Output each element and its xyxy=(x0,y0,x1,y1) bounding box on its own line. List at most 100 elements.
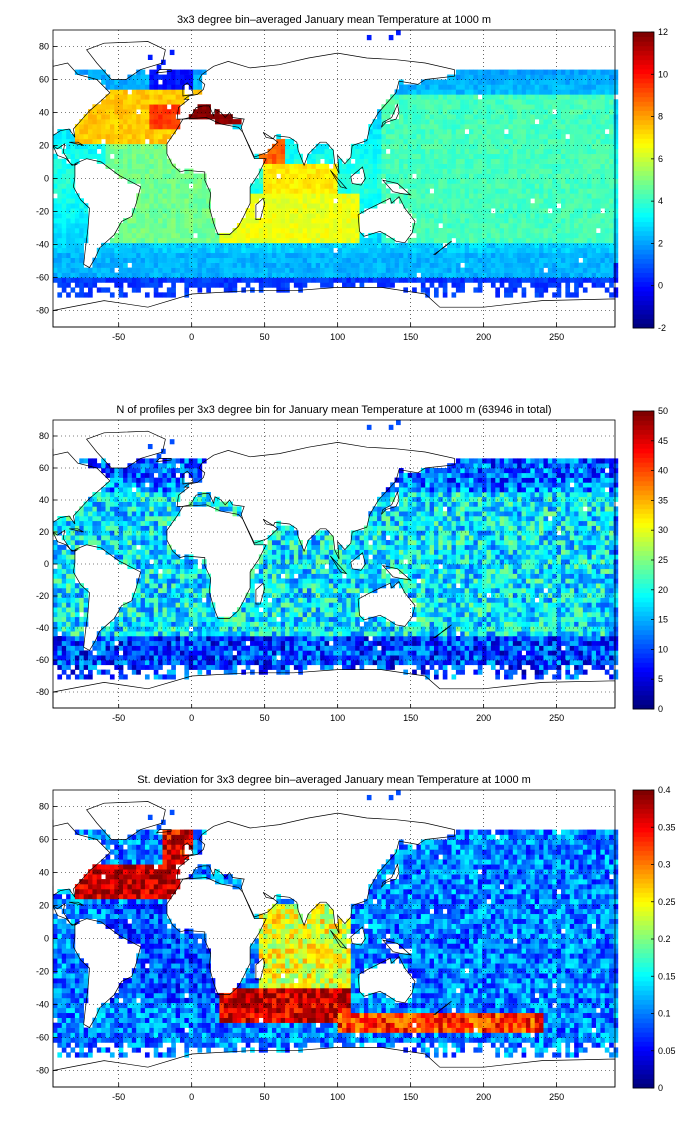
heatmap-cell xyxy=(355,262,360,268)
heatmap-cell xyxy=(407,178,413,184)
heatmap-cell xyxy=(83,597,89,603)
heatmap-cell xyxy=(193,208,198,214)
heatmap-cell xyxy=(574,198,579,204)
heatmap-cell xyxy=(596,133,601,140)
heatmap-cell xyxy=(158,178,163,184)
heatmap-cell xyxy=(114,511,119,517)
heatmap-cell xyxy=(442,267,448,273)
heatmap-cell xyxy=(70,544,76,550)
heatmap-cell xyxy=(114,477,119,483)
heatmap-cell xyxy=(425,198,430,204)
heatmap-cell xyxy=(582,277,588,283)
heatmap-cell xyxy=(512,104,518,110)
heatmap-cell xyxy=(171,99,176,105)
heatmap-cell xyxy=(556,237,562,244)
heatmap-cell xyxy=(407,257,413,263)
heatmap-cell xyxy=(201,198,207,204)
heatmap-cell xyxy=(407,158,413,164)
heatmap-cell xyxy=(600,168,606,174)
heatmap-cell xyxy=(600,183,606,189)
heatmap-cell xyxy=(530,84,536,90)
heatmap-cell xyxy=(74,602,80,608)
heatmap-cell xyxy=(569,143,575,150)
heatmap-cell xyxy=(569,104,575,110)
heatmap-cell xyxy=(188,223,194,229)
heatmap-cell xyxy=(162,104,168,110)
heatmap-cell xyxy=(96,69,102,75)
heatmap-cell xyxy=(578,99,584,105)
heatmap-cell xyxy=(464,158,470,164)
heatmap-cell xyxy=(92,272,98,278)
heatmap-cell xyxy=(118,496,124,502)
heatmap-cell xyxy=(215,247,220,254)
heatmap-cell xyxy=(587,257,592,263)
heatmap-cell xyxy=(425,143,430,150)
heatmap-cell xyxy=(263,237,268,244)
heatmap-cell xyxy=(398,257,404,263)
heatmap-cell xyxy=(613,267,619,273)
heatmap-cell xyxy=(105,496,111,502)
heatmap-cell xyxy=(74,252,80,258)
heatmap-cell xyxy=(144,84,150,90)
heatmap-cell xyxy=(556,173,562,179)
heatmap-cell xyxy=(596,104,601,110)
heatmap-cell xyxy=(166,178,172,184)
heatmap-cell xyxy=(162,193,168,199)
heatmap-cell xyxy=(70,272,76,278)
heatmap-cell xyxy=(495,109,500,115)
heatmap-cell xyxy=(53,188,58,194)
heatmap-cell xyxy=(455,282,461,288)
heatmap-cell xyxy=(74,257,80,263)
heatmap-cell xyxy=(320,213,325,219)
heatmap-cell xyxy=(578,168,584,174)
heatmap-cell xyxy=(499,193,505,199)
heatmap-cell xyxy=(490,69,496,75)
heatmap-cell xyxy=(306,183,312,189)
heatmap-cell xyxy=(197,223,203,229)
coastline xyxy=(381,103,400,128)
heatmap-cell xyxy=(184,173,190,179)
heatmap-cell xyxy=(197,237,203,244)
heatmap-cell xyxy=(495,104,500,110)
heatmap-cell xyxy=(250,213,255,219)
heatmap-cell xyxy=(556,99,562,105)
heatmap-cell xyxy=(206,223,211,229)
heatmap-cell xyxy=(184,183,190,189)
heatmap-cell xyxy=(276,277,282,283)
heatmap-cell xyxy=(560,104,566,110)
heatmap-cell xyxy=(127,173,133,179)
heatmap-cell xyxy=(57,168,63,174)
heatmap-cell xyxy=(464,232,470,239)
heatmap-cell xyxy=(451,282,457,288)
heatmap-cell xyxy=(451,292,457,298)
heatmap-cell xyxy=(403,247,409,254)
heatmap-cell xyxy=(302,252,308,258)
heatmap-cell xyxy=(232,119,238,125)
heatmap-cell xyxy=(420,228,426,234)
heatmap-cell xyxy=(477,104,483,110)
heatmap-cell xyxy=(118,674,124,680)
heatmap-cell xyxy=(144,193,150,199)
heatmap-cell xyxy=(442,84,448,90)
heatmap-cell xyxy=(101,158,106,164)
heatmap-cell xyxy=(504,257,509,263)
heatmap-cell xyxy=(320,198,325,204)
heatmap-cell xyxy=(53,213,58,219)
heatmap-cell xyxy=(315,173,321,179)
heatmap-cell xyxy=(596,193,601,199)
heatmap-cell xyxy=(425,188,430,194)
heatmap-cell xyxy=(315,247,321,254)
heatmap-cell xyxy=(495,292,500,298)
heatmap-cell xyxy=(96,520,102,526)
heatmap-cell xyxy=(495,94,500,100)
heatmap-cell xyxy=(193,114,198,120)
heatmap-cell xyxy=(442,237,448,244)
heatmap-cell xyxy=(473,213,479,219)
heatmap-cell xyxy=(429,242,435,249)
heatmap-cell xyxy=(74,612,80,618)
heatmap-cell xyxy=(333,178,338,184)
heatmap-cell xyxy=(451,213,457,219)
heatmap-cell xyxy=(114,148,119,155)
heatmap-cell xyxy=(232,277,238,283)
heatmap-cell xyxy=(83,516,89,522)
